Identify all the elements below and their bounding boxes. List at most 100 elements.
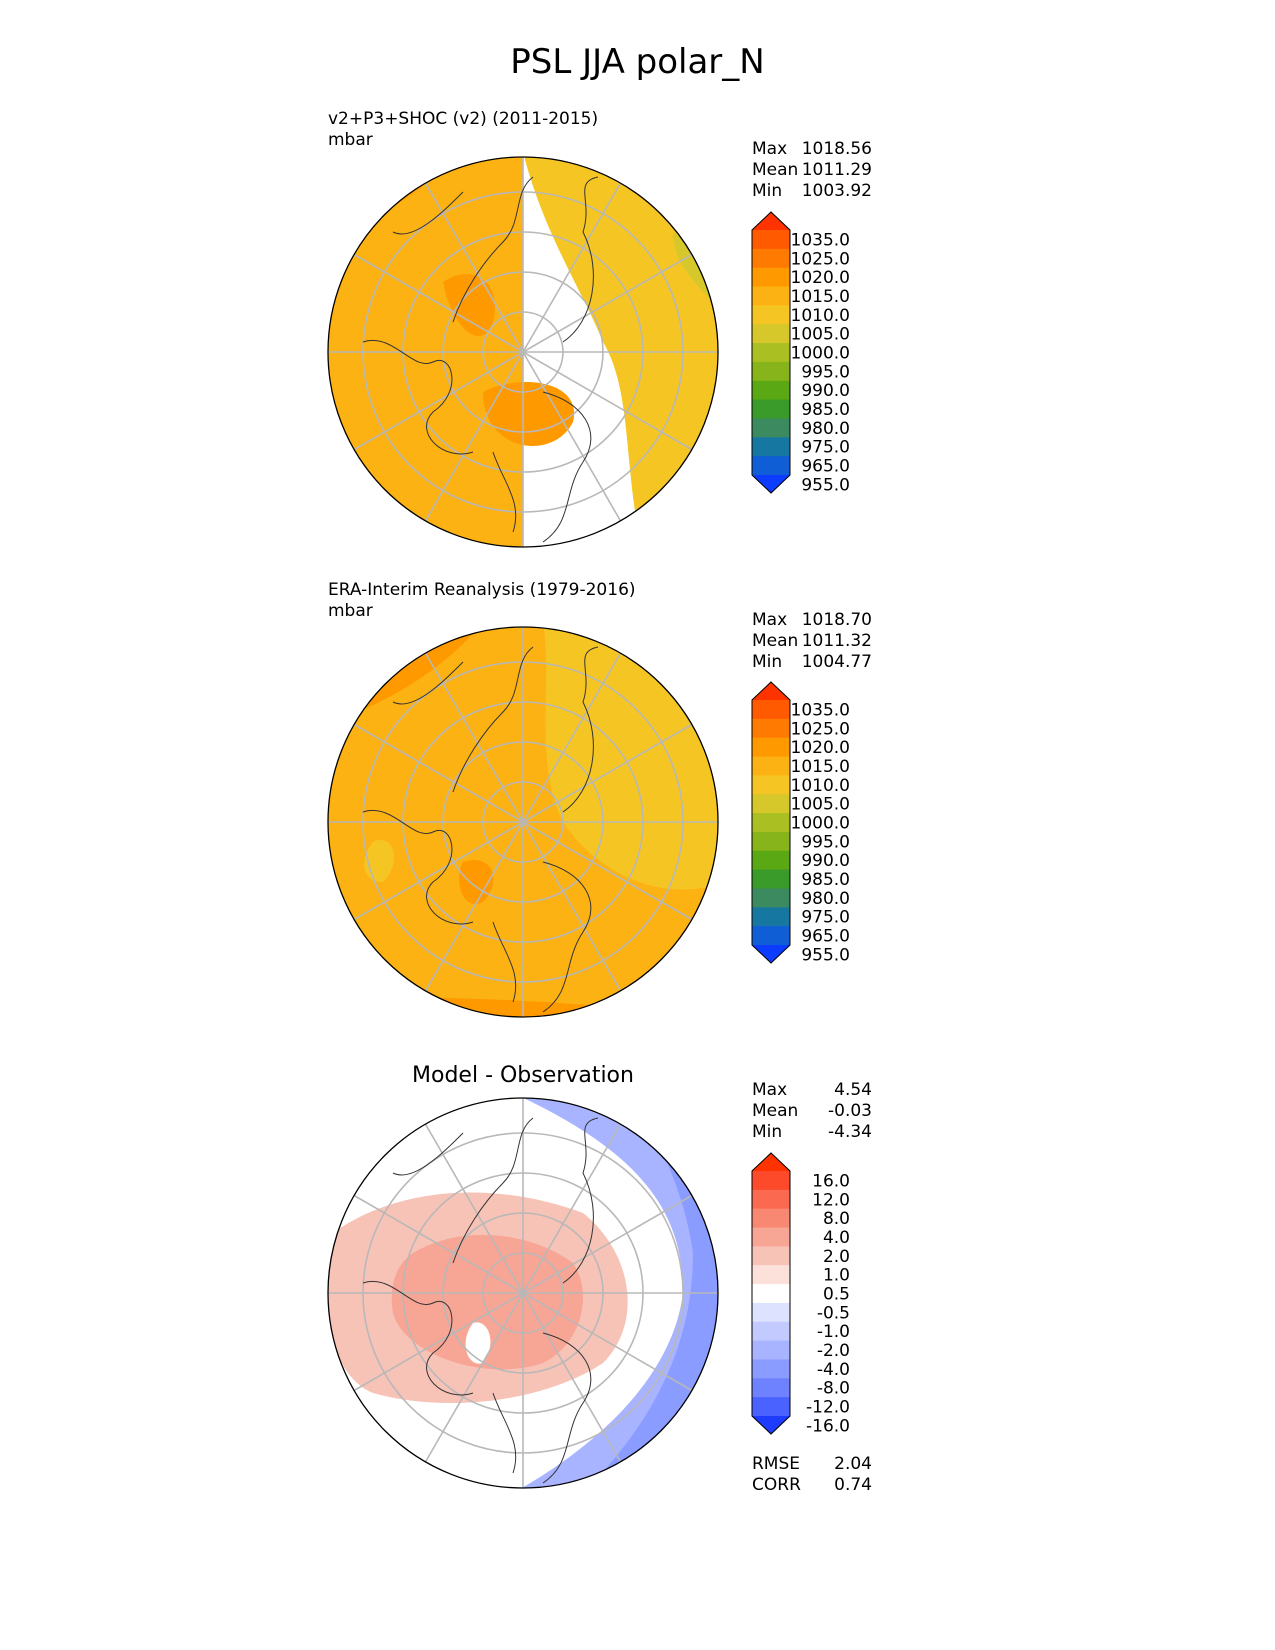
colorbar-segment [752, 267, 790, 288]
coastline [562, 646, 599, 813]
panel3-stat-max: Max 4.54 [752, 1080, 872, 1100]
meridian-line [522, 253, 693, 353]
meridian-line [522, 1194, 693, 1294]
map-panel-1 [327, 156, 719, 548]
colorbar-tick-label: 1005.0 [791, 795, 850, 815]
colorbar-tick-label: 1035.0 [791, 230, 850, 250]
colorbar-outline [751, 211, 791, 494]
colorbar-segment [752, 343, 790, 363]
colorbar-segment [752, 813, 790, 833]
meridian-line [353, 723, 524, 823]
colorbar-tick-label: 985.0 [801, 400, 850, 420]
panel3-rmse: RMSE 2.04 [752, 1454, 872, 1474]
colorbar-segment [752, 1227, 790, 1247]
field-region [465, 1322, 491, 1364]
colorbar-tick-label: -8.0 [817, 1379, 850, 1399]
field-region [391, 1234, 583, 1370]
colorbar-1: 1035.01025.01020.01015.01010.01005.01000… [751, 211, 850, 495]
colorbar-tick-label: 955.0 [801, 945, 850, 965]
colorbar-tick-label: 2.0 [823, 1247, 850, 1267]
colorbar-segment [752, 1340, 790, 1360]
colorbar-outline [751, 1152, 791, 1435]
colorbar-segment [752, 1265, 790, 1285]
colorbar-tick-label: 1005.0 [791, 325, 850, 345]
meridian-line [522, 351, 693, 451]
colorbar-segment [752, 1378, 790, 1398]
colorbar-segment [752, 1397, 790, 1417]
colorbar-tick-label: 995.0 [801, 832, 850, 852]
meridian-line [353, 253, 524, 353]
colorbar-tick-label: 1020.0 [791, 268, 850, 288]
colorbar-segment [752, 380, 790, 401]
colorbar-tick-label: 1010.0 [791, 776, 850, 796]
panel3-stat-mean: Mean -0.03 [752, 1101, 872, 1121]
colorbar-segment [752, 794, 790, 814]
colorbar-segment [752, 907, 790, 927]
colorbar-segment [752, 1359, 790, 1379]
colorbar-2: 1035.01025.01020.01015.01010.01005.01000… [751, 681, 850, 965]
colorbar-segment [752, 775, 790, 795]
colorbar-tick-label: 8.0 [823, 1209, 850, 1229]
field-region [443, 274, 495, 337]
coastline [492, 921, 517, 1003]
panel3-title: Model - Observation [412, 1063, 634, 1088]
colorbar-tick-label: 965.0 [801, 457, 850, 477]
meridian-line [424, 351, 524, 522]
meridian-line [522, 652, 622, 823]
colorbar-segment [752, 1171, 790, 1191]
meridian-line [353, 821, 524, 921]
panel2-stat-min: Min 1004.77 [752, 652, 872, 672]
coastlines-2 [362, 646, 599, 1013]
colorbar-segment [752, 737, 790, 758]
map-boundary-1 [327, 156, 719, 548]
colorbar-tick-label: -1.0 [817, 1322, 850, 1342]
colorbar-tick-label: 975.0 [801, 908, 850, 928]
meridian-line [522, 1292, 693, 1392]
panel2-stat-mean: Mean 1011.32 [752, 631, 872, 651]
meridian-line [424, 821, 524, 992]
colorbar-segment [752, 361, 790, 382]
map-gridlines-3 [328, 1098, 718, 1488]
colorbar-segment [752, 230, 790, 250]
map-panel-2 [327, 626, 719, 1018]
coastlines-1 [362, 176, 599, 543]
colorbar-segment [752, 926, 790, 946]
coastline [542, 1332, 592, 1484]
colorbar-segment [752, 718, 790, 739]
colorbar-segment [752, 418, 790, 438]
colorbar-tick-label: 955.0 [801, 475, 850, 495]
coastline [452, 176, 534, 323]
meridian-line [353, 1194, 524, 1294]
colorbar-segment [752, 1208, 790, 1229]
panel3-corr: CORR 0.74 [752, 1475, 872, 1495]
panel3-stat-min: Min -4.34 [752, 1122, 872, 1142]
colorbar-segment [752, 437, 790, 457]
colorbar-3: 16.012.08.04.02.01.00.5-0.5-1.0-2.0-4.0-… [751, 1152, 850, 1436]
colorbar-tick-label: 1015.0 [791, 757, 850, 777]
meridian-line [522, 1292, 622, 1463]
coastlines-3 [362, 1117, 599, 1484]
colorbar-tick-label: 995.0 [801, 362, 850, 382]
colorbar-segment [752, 248, 790, 269]
colorbar-outline [751, 681, 791, 964]
colorbar-tick-label: 965.0 [801, 927, 850, 947]
colorbar-tick-label: 0.5 [823, 1285, 850, 1305]
colorbar-tick-label: -16.0 [806, 1416, 850, 1436]
panel1-stat-mean: Mean 1011.29 [752, 160, 872, 180]
colorbar-segment [752, 756, 790, 776]
colorbar-tick-label: -12.0 [806, 1398, 850, 1418]
coastline [492, 451, 517, 533]
meridian-line [424, 1123, 524, 1294]
colorbar-segment [752, 869, 790, 889]
coastline [392, 191, 464, 235]
meridian-line [424, 182, 524, 353]
meridian-line [522, 1123, 622, 1294]
colorbar-tick-label: 1020.0 [791, 738, 850, 758]
field-region [583, 1098, 718, 1488]
colorbar-tick-label: 1010.0 [791, 306, 850, 326]
map-panel-3 [327, 1097, 719, 1489]
colorbar-extend-max [752, 212, 790, 230]
panel1-stat-min: Min 1003.92 [752, 181, 872, 201]
colorbar-segment [752, 1302, 790, 1323]
